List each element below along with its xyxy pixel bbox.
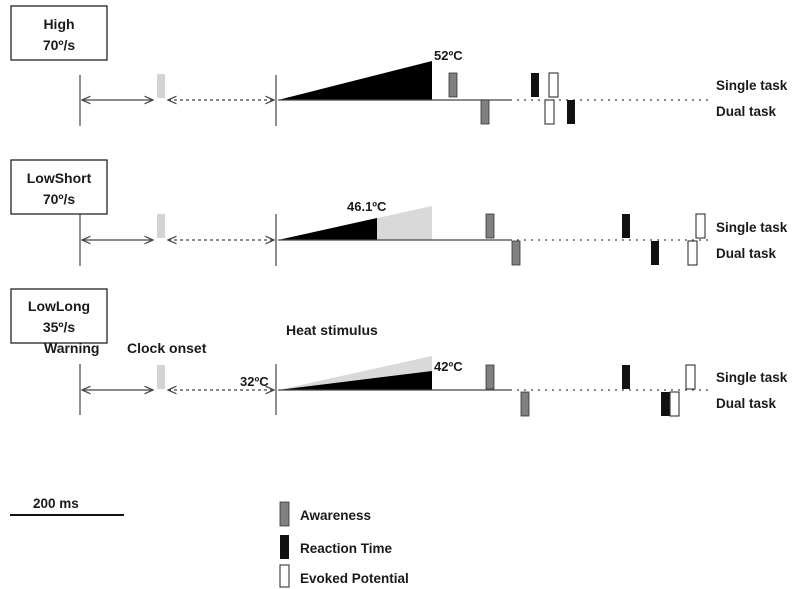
reaction-time-marker-dual — [661, 392, 670, 416]
heat-ramp-dark — [278, 371, 432, 390]
evoked-potential-marker-dual — [669, 391, 680, 417]
condition-name-lowlong: LowLong — [28, 298, 90, 314]
condition-rate-lowshort: 70º/s — [43, 191, 76, 207]
legend-label-evoked-potential: Evoked Potential — [300, 571, 409, 586]
evoked-potential-marker-single — [695, 213, 706, 239]
clock-onset-bar — [157, 365, 165, 389]
dual-task-label: Dual task — [716, 246, 777, 261]
condition-rate-lowlong: 35º/s — [43, 319, 76, 335]
heat-ramp-dark — [278, 218, 377, 240]
awareness-marker-dual — [520, 391, 530, 417]
scale-bar-label: 200 ms — [33, 496, 79, 511]
single-task-label: Single task — [716, 370, 788, 385]
evoked-potential-marker-single — [685, 364, 696, 390]
legend-swatch-reaction-time — [280, 535, 289, 559]
single-task-label: Single task — [716, 220, 788, 235]
baseline-temp-label: 32ºC — [240, 374, 269, 389]
scale-bar: 200 ms — [10, 496, 124, 516]
awareness-marker-single — [485, 213, 495, 239]
legend-label-awareness: Awareness — [300, 508, 371, 523]
condition-box-high — [10, 5, 108, 61]
condition-name-high: High — [43, 16, 74, 32]
peak-temp-label: 52ºC — [434, 48, 463, 63]
condition-box-lowshort — [10, 159, 108, 215]
heat-ramp — [278, 61, 432, 100]
peak-temp-label: 46.1ºC — [347, 199, 387, 214]
single-task-label: Single task — [716, 78, 788, 93]
clock-onset-bar — [157, 74, 165, 98]
awareness-marker-dual — [480, 99, 490, 125]
evoked-potential-marker-dual — [544, 99, 555, 125]
panel-lowlong: LowLong 35º/s Warning Clock onset Heat s… — [10, 288, 788, 417]
reaction-time-marker-dual — [651, 241, 659, 265]
panel-high: High 70º/s 52ºC Single task Dual task — [10, 5, 788, 126]
reaction-time-marker-single — [622, 214, 630, 238]
legend: Awareness Reaction Time Evoked Potential — [279, 501, 409, 588]
evoked-potential-marker-dual — [687, 240, 698, 266]
reaction-time-marker-single — [622, 365, 630, 389]
condition-name-lowshort: LowShort — [27, 170, 92, 186]
peak-temp-label: 42ºC — [434, 359, 463, 374]
awareness-marker-single — [448, 72, 458, 98]
legend-swatch-evoked-potential — [279, 564, 290, 588]
condition-box-lowlong — [10, 288, 108, 344]
reaction-time-marker-single — [531, 73, 539, 97]
awareness-marker-single — [485, 364, 495, 390]
legend-swatch-awareness — [279, 501, 290, 527]
heat-stimulus-label: Heat stimulus — [286, 322, 378, 338]
legend-label-reaction-time: Reaction Time — [300, 541, 393, 556]
panel-lowshort: LowShort 70º/s 46.1ºC Single task Dual t… — [10, 159, 788, 266]
clock-onset-label: Clock onset — [127, 340, 207, 356]
awareness-marker-dual — [511, 240, 521, 266]
dual-task-label: Dual task — [716, 104, 777, 119]
reaction-time-marker-dual — [567, 100, 575, 124]
clock-onset-bar — [157, 214, 165, 238]
warning-label: Warning — [44, 340, 99, 356]
dual-task-label: Dual task — [716, 396, 777, 411]
condition-rate-high: 70º/s — [43, 37, 76, 53]
evoked-potential-marker-single — [548, 72, 559, 98]
